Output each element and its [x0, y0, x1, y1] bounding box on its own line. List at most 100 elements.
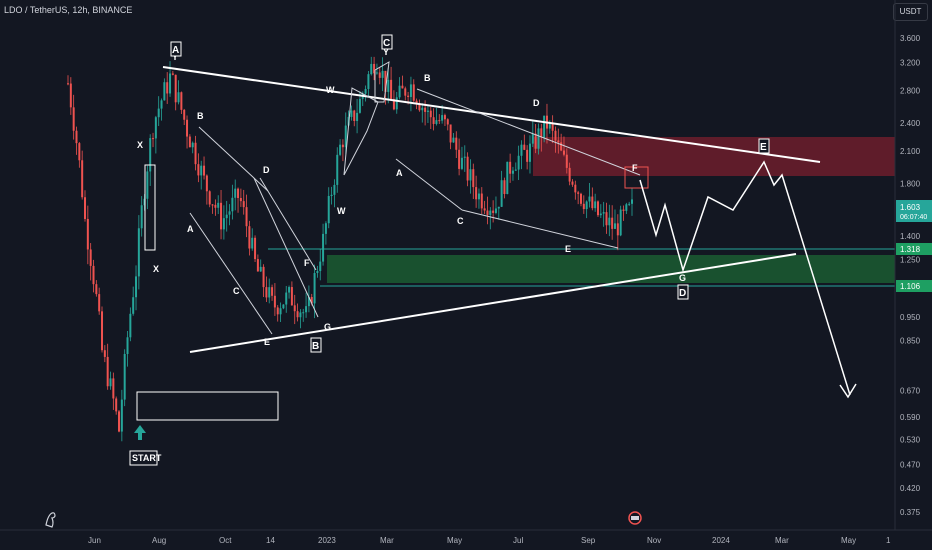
candle-body [483, 208, 486, 211]
wave-label: F [632, 163, 638, 173]
wave-label: D [533, 98, 540, 108]
candle-body [619, 209, 622, 236]
projection-arrowhead [839, 383, 857, 399]
candles-group [67, 56, 633, 442]
candle-body [254, 237, 257, 260]
candle-body [407, 95, 410, 97]
candle-body [98, 294, 101, 312]
candle-body [154, 117, 157, 139]
candle-body [282, 304, 285, 309]
candle-body [330, 194, 333, 196]
candle-body [109, 378, 112, 387]
candle-body [596, 201, 599, 216]
candle-body [608, 217, 611, 226]
candle-body [262, 266, 265, 288]
candle-body [562, 150, 565, 155]
candle-body [126, 337, 129, 354]
candle-body [381, 70, 384, 78]
support-zone [327, 255, 895, 283]
candle-body [149, 138, 152, 172]
candle-body [183, 109, 186, 120]
price-tick-label: 3.600 [900, 34, 921, 43]
candle-body [469, 169, 472, 181]
price-tick-label: 0.470 [900, 461, 921, 470]
candle-body [103, 350, 106, 357]
candle-body [390, 79, 393, 100]
time-tick-label: 2024 [712, 536, 730, 545]
candle-body [188, 136, 191, 148]
candle-body [112, 378, 115, 399]
candle-body [582, 203, 585, 210]
wave-label: Y [172, 52, 178, 62]
price-tick-label: 0.950 [900, 313, 921, 322]
candle-body [375, 72, 378, 74]
candle-body [438, 120, 441, 122]
price-tick-label: 3.200 [900, 59, 921, 68]
candle-body [171, 73, 174, 75]
candle-body [231, 197, 234, 212]
candle-body [571, 181, 574, 185]
snapshot-icon-inner [631, 516, 639, 520]
candle-body [429, 110, 432, 118]
candle-body [299, 312, 302, 318]
current-price-badge [896, 200, 932, 222]
time-tick-label: Mar [380, 536, 394, 545]
candle-body [551, 123, 554, 131]
candle-body [494, 208, 497, 213]
candle-body [333, 184, 336, 195]
candle-body [157, 108, 160, 118]
current-price-label: 1.603 [900, 203, 921, 212]
candle-body [307, 297, 310, 307]
candle-body [579, 193, 582, 204]
candle-body [384, 70, 387, 92]
candle-body [452, 137, 455, 143]
candle-body [625, 204, 628, 211]
candle-body [616, 223, 619, 236]
candle-body [492, 210, 495, 213]
wave-label: X [153, 264, 159, 274]
label-box-e [758, 138, 770, 154]
candle-body [489, 210, 492, 215]
candle-body [203, 165, 206, 176]
candle-body [152, 138, 155, 140]
candle-body [486, 210, 489, 215]
candle-body [84, 197, 87, 219]
candle-body [276, 307, 279, 315]
candle-body [404, 88, 407, 96]
wave-label: G [324, 322, 331, 332]
currency-button[interactable]: USDT [893, 3, 928, 21]
candle-body [543, 115, 546, 138]
wave-label: E [565, 244, 571, 254]
time-tick-label: Nov [647, 536, 661, 545]
candle-body [509, 161, 512, 174]
candle-body [500, 180, 503, 207]
wave-label: A [396, 168, 403, 178]
time-tick-label: Jul [513, 536, 523, 545]
candle-body [265, 287, 268, 298]
candle-body [120, 399, 123, 432]
candle-body [506, 161, 509, 194]
candle-body [293, 305, 296, 312]
wave-label: W [337, 206, 346, 216]
candle-body [89, 249, 92, 266]
price-tick-label: 2.400 [900, 119, 921, 128]
candle-body [497, 206, 500, 209]
candle-body [211, 204, 214, 206]
candle-body [367, 74, 370, 90]
candle-body [194, 142, 197, 165]
candle-body [574, 184, 577, 193]
candle-body [588, 196, 591, 202]
candle-body [160, 100, 163, 109]
time-tick-label: Sep [581, 536, 596, 545]
label-box-d [677, 284, 689, 300]
candle-body [72, 107, 75, 131]
candle-body [322, 233, 325, 262]
time-axis: Jun Aug Oct 14 2023 Mar May Jul Sep Nov 2024 Mar May… [88, 536, 891, 545]
lower-trendline [189, 253, 797, 353]
candle-body [344, 125, 347, 148]
candle-body [245, 207, 248, 227]
candle-body [511, 170, 514, 174]
candle-body [259, 266, 262, 272]
candle-body [605, 212, 608, 226]
